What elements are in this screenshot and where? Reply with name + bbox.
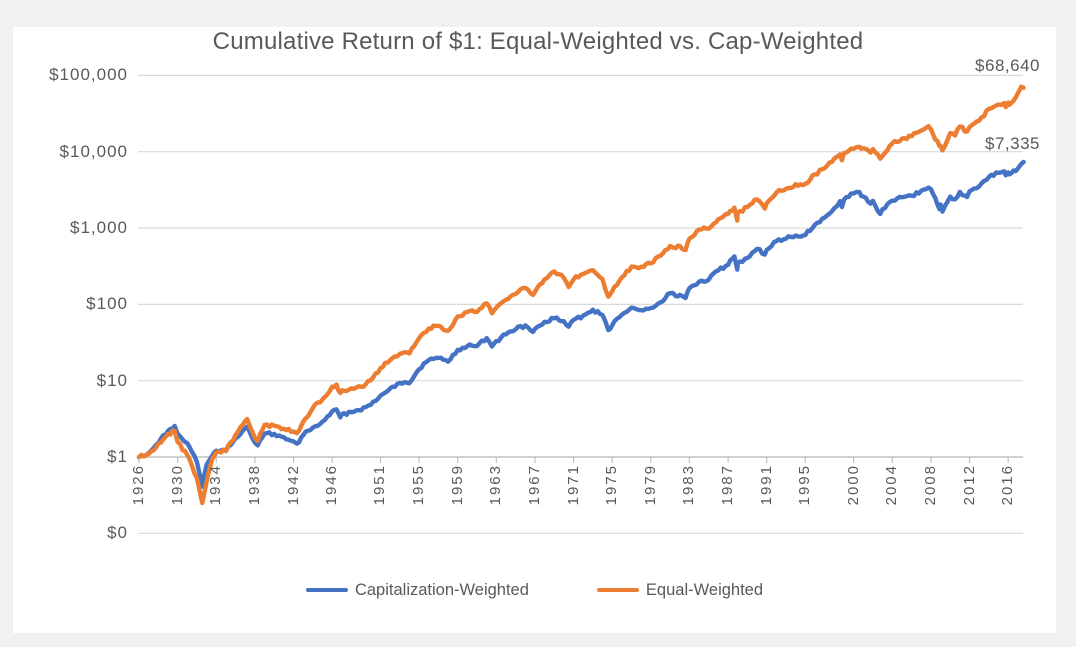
series-lines [136, 84, 1026, 506]
x-axis-label: 1959 [448, 464, 466, 506]
y-axis-label: $0 [107, 523, 128, 543]
x-axis-label: 1971 [564, 464, 582, 506]
y-axis-label: $10,000 [59, 141, 128, 161]
y-axis-label: $1 [107, 447, 128, 466]
x-axis-label: 1975 [603, 464, 621, 506]
x-axis [138, 456, 1023, 463]
x-axis-label: 1995 [796, 464, 814, 506]
y-axis-label: $10 [96, 370, 128, 390]
x-axis-label: 1983 [680, 464, 698, 506]
chart-title: Cumulative Return of $1: Equal-Weighted … [212, 28, 864, 55]
equal-weighted-end-label: $68,640 [975, 56, 1040, 75]
x-axis-label: 1951 [371, 464, 389, 506]
y-axis-label: $100 [86, 294, 128, 314]
y-axis-label: $100,000 [49, 65, 128, 85]
x-axis-label: 1963 [487, 464, 505, 506]
y-axis-label: $1,000 [70, 218, 128, 237]
legend-label-cap-weighted: Capitalization-Weighted [354, 580, 529, 599]
x-axis-label: 1946 [323, 464, 341, 506]
legend-item-cap-weighted: Capitalization-Weighted [305, 580, 529, 600]
x-axis-label: 1942 [284, 464, 302, 506]
series-line-cap-weighted [136, 159, 1026, 489]
cap-weighted-line-swatch-icon [305, 587, 348, 593]
equal-weighted-line-swatch-icon [596, 587, 639, 593]
x-axis-label: 1987 [719, 464, 737, 506]
x-axis-label: 2008 [921, 464, 939, 506]
series-line-equal-weighted [136, 84, 1026, 506]
x-axis-label: 1979 [641, 464, 659, 506]
cap-weighted-end-label: $7,335 [985, 134, 1040, 153]
x-axis-label: 1938 [245, 464, 263, 506]
x-axis-label: 2004 [883, 464, 901, 506]
legend: Capitalization-Weighted Equal-Weighted [13, 577, 1056, 603]
x-axis-label: 1934 [207, 464, 225, 506]
x-axis-label: 1930 [168, 464, 186, 506]
x-axis-label: 2000 [844, 464, 862, 506]
x-axis-label: 2012 [960, 464, 978, 506]
x-axis-label: 1955 [410, 464, 428, 506]
legend-item-equal-weighted: Equal-Weighted [596, 580, 764, 600]
x-axis-label: 1967 [525, 464, 543, 506]
x-axis-label: 1926 [130, 464, 147, 506]
x-axis-label: 1991 [757, 464, 775, 506]
x-axis-label: 2016 [999, 464, 1017, 506]
legend-label-equal-weighted: Equal-Weighted [645, 580, 764, 599]
